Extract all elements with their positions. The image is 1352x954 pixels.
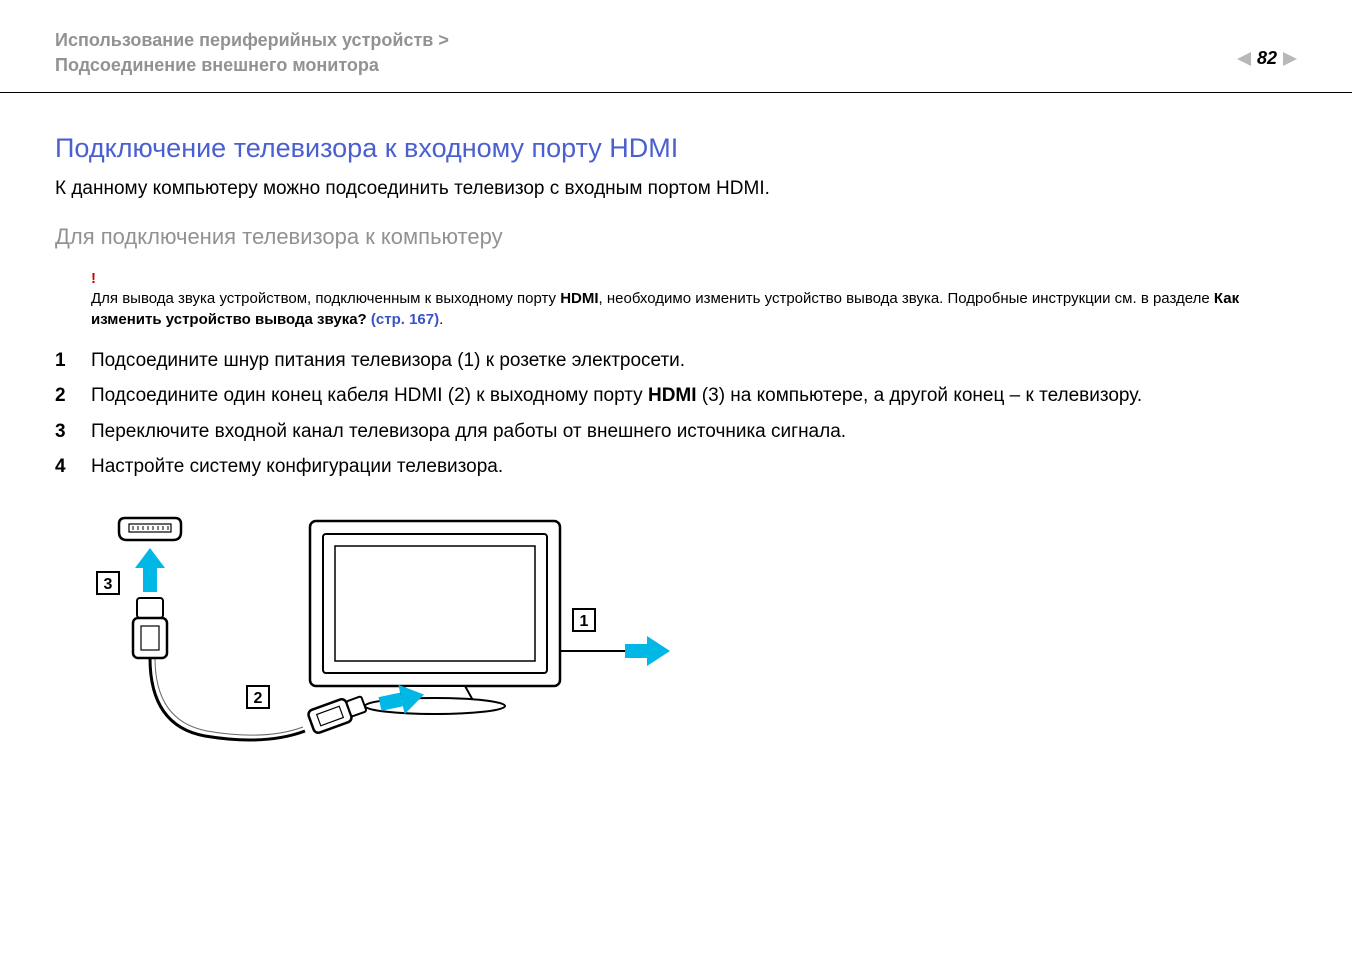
step-text: Настройте систему конфигурации телевизор… [91, 452, 1297, 481]
hdmi-port-icon [119, 518, 181, 540]
step-text: Переключите входной канал телевизора для… [91, 417, 1297, 446]
breadcrumb-line-2: Подсоединение внешнего монитора [55, 53, 1297, 78]
svg-text:2: 2 [254, 690, 263, 707]
content-area: Подключение телевизора к входному порту … [0, 93, 1352, 770]
intro-text: К данному компьютеру можно подсоединить … [55, 178, 1297, 200]
note-page-link[interactable]: (стр. 167) [371, 311, 439, 328]
warning-note: ! Для вывода звука устройством, подключе… [91, 270, 1297, 330]
warning-icon: ! [91, 270, 1297, 287]
step-item: 1 Подсоедините шнур питания телевизора (… [55, 346, 1297, 375]
note-post: . [439, 311, 443, 328]
step-number: 4 [55, 452, 69, 481]
step-number: 2 [55, 381, 69, 410]
breadcrumb: Использование периферийных устройств > П… [55, 28, 1297, 78]
step-number: 1 [55, 346, 69, 375]
step-text: Подсоедините шнур питания телевизора (1)… [91, 346, 1297, 375]
callout-3: 3 [97, 572, 119, 594]
next-page-icon[interactable] [1283, 52, 1297, 66]
page-title: Подключение телевизора к входному порту … [55, 133, 1297, 164]
note-bold-1: HDMI [560, 290, 598, 307]
warning-text: Для вывода звука устройством, подключенн… [91, 289, 1297, 330]
tv-icon [310, 521, 560, 714]
note-mid: , необходимо изменить устройство вывода … [599, 290, 1214, 307]
page-navigation: 82 [1237, 48, 1297, 69]
page-header: Использование периферийных устройств > П… [0, 0, 1352, 93]
step-item: 3 Переключите входной канал телевизора д… [55, 417, 1297, 446]
note-pre: Для вывода звука устройством, подключенн… [91, 290, 560, 307]
step-number: 3 [55, 417, 69, 446]
hdmi-up-arrow-icon [135, 548, 165, 592]
callout-1: 1 [573, 609, 595, 631]
steps-list: 1 Подсоедините шнур питания телевизора (… [55, 346, 1297, 482]
breadcrumb-line-1: Использование периферийных устройств > [55, 28, 1297, 53]
hdmi-plug-right-icon [307, 692, 368, 734]
power-arrow-icon [625, 636, 670, 666]
prev-page-icon[interactable] [1237, 52, 1251, 66]
step-item: 2 Подсоедините один конец кабеля HDMI (2… [55, 381, 1297, 410]
connection-diagram: 1 3 [95, 506, 1297, 771]
step-item: 4 Настройте систему конфигурации телевиз… [55, 452, 1297, 481]
svg-text:3: 3 [104, 576, 113, 593]
hdmi-plug-left-icon [133, 598, 167, 658]
page-number: 82 [1257, 48, 1277, 69]
callout-2: 2 [247, 686, 269, 708]
step-text: Подсоедините один конец кабеля HDMI (2) … [91, 381, 1297, 410]
section-subtitle: Для подключения телевизора к компьютеру [55, 224, 1297, 250]
svg-text:1: 1 [580, 613, 589, 630]
